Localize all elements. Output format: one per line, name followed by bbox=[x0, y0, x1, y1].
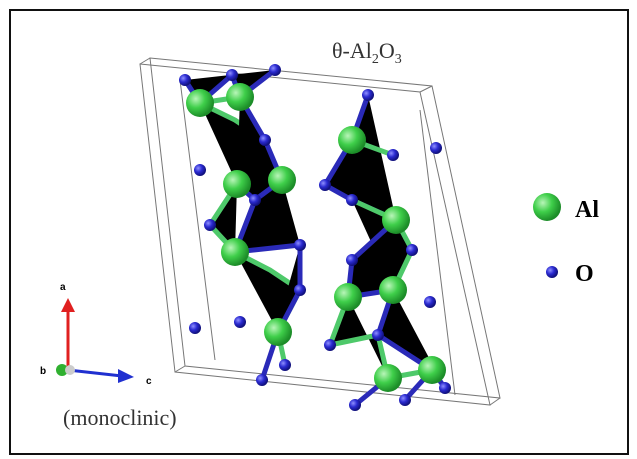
title: θ-Al2O3 bbox=[332, 38, 402, 67]
legend-al-swatch bbox=[533, 193, 561, 221]
axis-label: b bbox=[40, 366, 46, 377]
caption: (monoclinic) bbox=[63, 405, 177, 430]
legend-o-swatch bbox=[546, 266, 558, 278]
figure: θ-Al2O3 Al O a b c (monoclinic) bbox=[0, 0, 637, 459]
axis-label: c bbox=[146, 376, 152, 387]
axis-label: a bbox=[60, 282, 66, 293]
legend-label: Al bbox=[575, 197, 599, 223]
legend-label: O bbox=[575, 261, 594, 287]
